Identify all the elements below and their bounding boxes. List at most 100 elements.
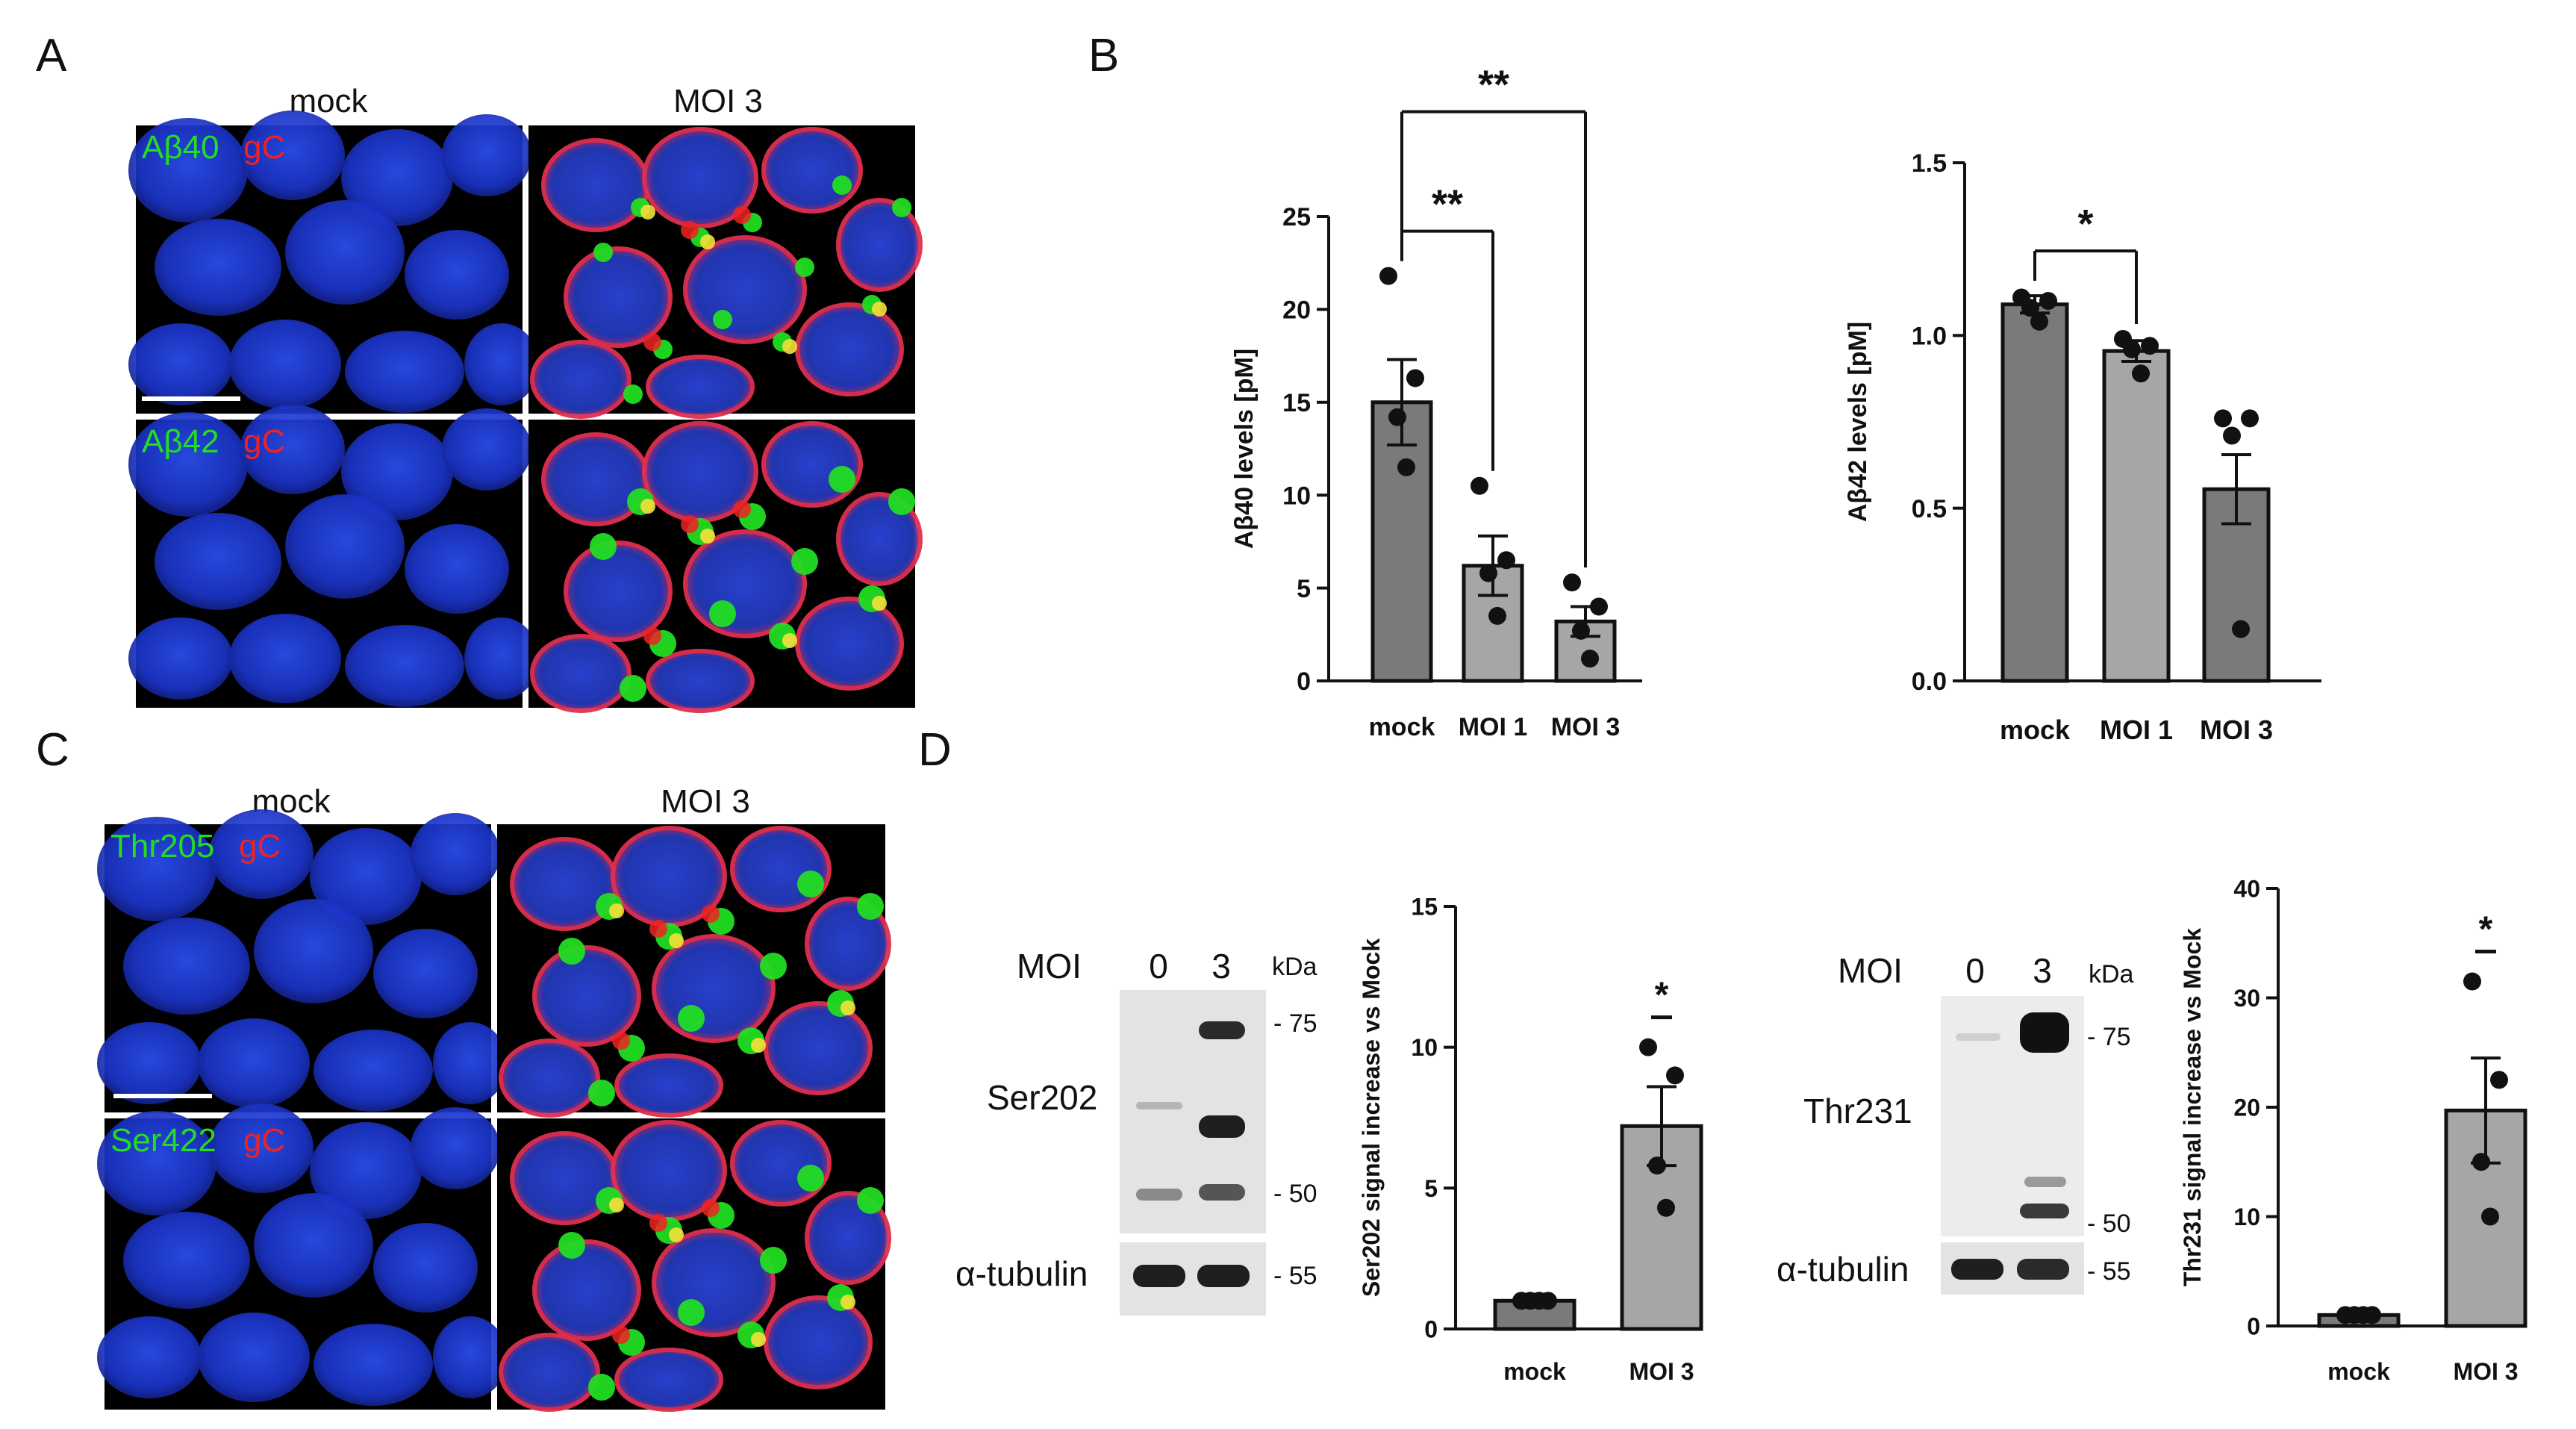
data-point [1479,564,1497,582]
green-puncta [829,466,855,493]
blot1-moi-label: MOI [1017,947,1082,986]
nucleus [405,230,509,320]
red-puncta [649,920,667,938]
red-puncta [702,1199,720,1217]
category-label: MOI 3 [1629,1358,1694,1385]
data-point [1488,606,1506,625]
nucleus [254,1193,373,1298]
nucleus [433,1022,508,1104]
green-puncta [797,1165,824,1192]
blot2-lane-0: 0 [1965,951,1985,990]
infected-nucleus [805,897,891,991]
data-point [1471,476,1488,495]
yellow-puncta [640,205,655,220]
infected-nucleus [541,138,650,232]
infected-nucleus [532,1239,641,1341]
data-point [2214,409,2232,428]
nucleus [285,200,405,305]
infected-nucleus [683,235,807,344]
label-a-row2-green: Aβ42 [142,423,219,460]
significance-star: ** [1432,182,1463,227]
data-point [1639,1038,1657,1056]
blot1-band-faint [1136,1102,1182,1109]
panel-letter-c: C [36,724,69,776]
category-label: MOI 3 [2200,714,2273,745]
blot2-band-75 [2020,1012,2069,1053]
blot2-marker-50: - 50 [2087,1209,2131,1238]
blot1-band-50 [1199,1184,1245,1201]
blot2-marker-75: - 75 [2087,1023,2131,1051]
yellow-puncta [700,529,715,544]
y-tick-label: 0 [2247,1313,2260,1340]
nucleus [97,1022,202,1104]
nucleus [97,1316,202,1398]
micrograph-c-ser422-moi3 [497,1118,891,1412]
green-puncta [678,1005,705,1032]
significance-star: * [2077,202,2093,246]
blot1-tubulin-band-0 [1133,1265,1185,1287]
infected-nucleus [564,246,673,348]
data-point [2490,1071,2508,1089]
y-tick-label: 40 [2233,876,2260,903]
yellow-puncta [782,633,797,648]
data-point [2463,972,2481,991]
y-tick-label: 0.0 [1912,667,1947,696]
nucleus [128,412,248,517]
category-label: MOI 3 [1551,713,1621,741]
blot1-lane-3: 3 [1211,947,1231,986]
infected-nucleus [530,340,631,419]
green-puncta [558,1232,585,1259]
category-label: mock [1369,713,1435,741]
nucleus [341,129,453,226]
y-tick-label: 10 [1411,1034,1438,1061]
nucleus [442,408,531,491]
bar [2000,302,2069,683]
yellow-puncta [751,1038,766,1053]
infected-nucleus [836,198,923,292]
data-point [2039,292,2057,311]
nucleus [433,1316,508,1398]
blot1-loading-label: α-tubulin [955,1254,1088,1293]
green-puncta [590,533,617,560]
yellow-puncta [751,1332,766,1347]
blot1-band-50-mock [1136,1189,1182,1201]
infected-nucleus [683,529,807,638]
nucleus [128,323,233,405]
green-puncta [593,243,613,262]
nucleus [97,1111,216,1215]
nucleus [123,1212,250,1309]
label-c-row2-green: Ser422 [110,1122,216,1159]
yellow-puncta [700,234,715,249]
infected-nucleus [499,1039,600,1118]
green-puncta [620,675,646,702]
micrograph-a-abeta42-moi3 [528,420,923,713]
red-puncta [681,221,699,239]
yellow-puncta [640,499,655,514]
green-puncta [892,198,911,217]
nucleus [314,1324,433,1406]
significance-star: * [1655,976,1669,1015]
blot2-moi-label: MOI [1838,951,1903,990]
blot2-band-60 [2024,1177,2066,1187]
nucleus [209,1103,314,1193]
infected-nucleus [795,302,904,396]
y-tick-label: 30 [2233,985,2260,1012]
data-point [1666,1066,1684,1085]
nucleus [345,625,464,707]
green-puncta [795,258,814,277]
data-point [1406,369,1424,387]
infected-nucleus [499,1333,600,1412]
nucleus [123,918,250,1015]
y-tick-label: 15 [1411,894,1438,921]
panel-letter-a: A [36,30,67,81]
blot2-loading-label: α-tubulin [1777,1250,1909,1289]
green-puncta [623,385,643,404]
data-point [2021,299,2039,317]
nucleus [405,524,509,614]
y-tick-label: 1.5 [1912,149,1947,178]
chart-abeta42: 0.0 0.5 1.0 1.5 Aβ42 levels [pM] mock MOI 1 MOI… [1844,149,2321,745]
data-point [1581,650,1599,668]
blot1-target-label: Ser202 [987,1078,1097,1117]
blot1-marker-75: - 75 [1273,1009,1317,1038]
